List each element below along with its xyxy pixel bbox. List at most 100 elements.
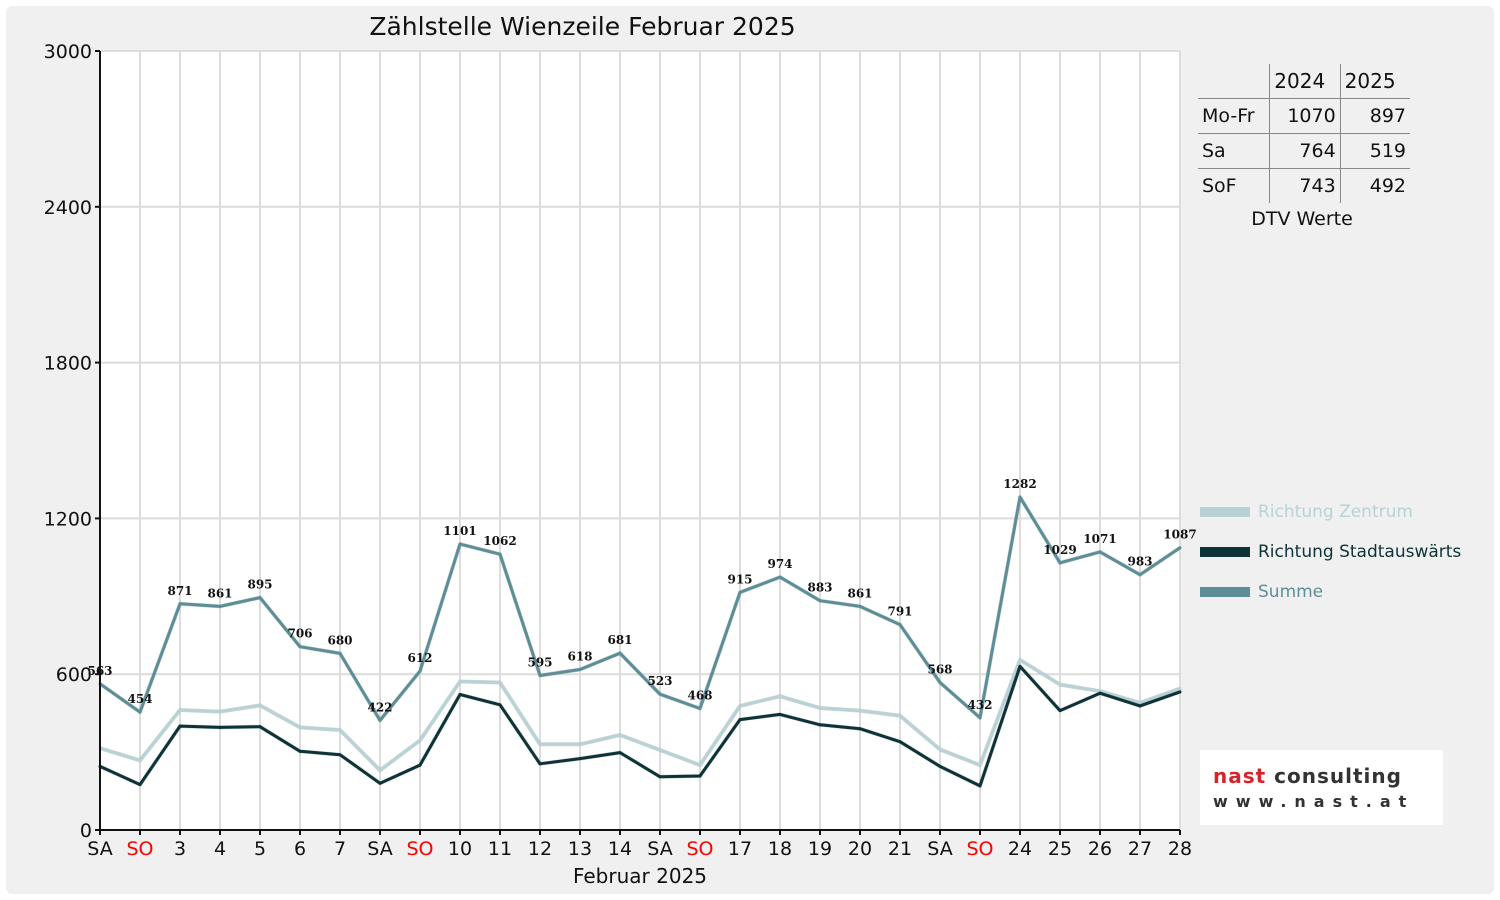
data-point [818, 723, 822, 727]
data-point [298, 749, 302, 753]
data-point [378, 781, 382, 785]
data-point [218, 604, 222, 608]
data-point [698, 774, 702, 778]
data-point [818, 599, 822, 603]
legend: Richtung Zentrum Richtung Stadtauswärts … [1200, 492, 1461, 612]
legend-item-stadtauswaerts: Richtung Stadtauswärts [1200, 532, 1461, 572]
legend-label: Richtung Zentrum [1258, 502, 1413, 522]
logo-name-consulting: consulting [1266, 764, 1402, 788]
dtv-value-2025: 492 [1369, 175, 1406, 197]
data-label: 454 [127, 692, 152, 706]
data-point [738, 718, 742, 722]
data-point [298, 725, 302, 729]
legend-item-summe: Summe [1200, 572, 1461, 612]
data-point [258, 703, 262, 707]
legend-label: Richtung Stadtauswärts [1258, 542, 1462, 562]
data-point [1098, 689, 1102, 693]
dtv-header-2024: 2024 [1269, 64, 1341, 99]
data-point [658, 692, 662, 696]
data-point [418, 669, 422, 673]
data-point [618, 651, 622, 655]
data-point [418, 738, 422, 742]
data-point [858, 604, 862, 608]
data-point [138, 710, 142, 714]
dtv-row-sa: Sa 764 519 [1198, 133, 1410, 169]
data-point [1058, 709, 1062, 713]
legend-swatch [1200, 587, 1250, 597]
data-label: 1282 [1003, 477, 1036, 491]
data-point [1018, 664, 1022, 668]
nast-consulting-logo: nast consulting www.nast.at [1200, 750, 1443, 825]
data-point [698, 706, 702, 710]
data-point [1178, 690, 1182, 694]
x-axis-title: Februar 2025 [572, 864, 708, 888]
data-point [778, 694, 782, 698]
dtv-value-2025: 519 [1369, 140, 1406, 162]
logo-name-nast: nast [1213, 764, 1267, 788]
data-point [138, 758, 142, 762]
data-label: 422 [367, 700, 392, 714]
data-point [1138, 704, 1142, 708]
legend-swatch [1200, 547, 1250, 557]
dtv-row-label: SoF [1198, 168, 1271, 203]
x-tick-label: 7 [334, 838, 346, 860]
data-label: 563 [87, 664, 112, 678]
data-label: 612 [407, 651, 432, 665]
series-line-zentrum [99, 658, 1181, 772]
x-tick-label: 10 [448, 838, 472, 860]
x-tick-label: 24 [1008, 838, 1032, 860]
logo-name: nast consulting [1213, 764, 1402, 788]
x-tick-label: 5 [254, 838, 266, 860]
data-point [938, 748, 942, 752]
data-point [258, 725, 262, 729]
x-tick-label: SA [647, 838, 672, 860]
data-point [1018, 658, 1022, 662]
data-label: 523 [647, 674, 672, 688]
series-layer [98, 495, 1182, 788]
data-point [858, 727, 862, 731]
y-tick-label: 600 [56, 664, 92, 686]
dtv-caption: DTV Werte [1251, 208, 1353, 230]
data-point [498, 703, 502, 707]
data-label: 895 [247, 578, 272, 592]
y-tick-label: 0 [80, 820, 92, 842]
data-point [338, 728, 342, 732]
dtv-row-mo-fr: Mo-Fr 1070 897 [1198, 98, 1410, 134]
data-label: 883 [807, 581, 832, 595]
data-point [138, 783, 142, 787]
data-point [1098, 691, 1102, 695]
dtv-header-empty [1198, 64, 1271, 99]
x-tick-label: 3 [174, 838, 186, 860]
logo-url: www.nast.at [1213, 792, 1415, 811]
x-tick-label: 11 [488, 838, 512, 860]
data-point [178, 708, 182, 712]
data-point [1018, 495, 1022, 499]
data-point [298, 645, 302, 649]
data-label: 983 [1127, 555, 1152, 569]
dtv-value-2024: 1070 [1269, 98, 1341, 134]
chart-title: Zählstelle Wienzeile Februar 2025 [369, 12, 796, 41]
data-point [578, 742, 582, 746]
data-label: 974 [767, 557, 792, 571]
data-point [378, 768, 382, 772]
data-label: 432 [967, 698, 992, 712]
y-tick-label: 1200 [44, 508, 92, 530]
data-point [578, 757, 582, 761]
data-point [538, 762, 542, 766]
series-line-stadtauswaerts [99, 664, 1181, 788]
series-line-summe [99, 495, 1181, 722]
data-label: 680 [327, 633, 352, 647]
data-point [498, 552, 502, 556]
data-label: 706 [287, 627, 312, 641]
x-tick-label: 6 [294, 838, 306, 860]
data-point [938, 764, 942, 768]
x-tick-label: 25 [1048, 838, 1072, 860]
data-point [338, 651, 342, 655]
dtv-row-label: Mo-Fr [1198, 98, 1271, 134]
dtv-row-sof: SoF 743 492 [1198, 168, 1410, 203]
x-tick-label: SO [966, 838, 993, 860]
dtv-value-2024: 764 [1269, 133, 1341, 169]
data-point [778, 575, 782, 579]
data-point [498, 681, 502, 685]
